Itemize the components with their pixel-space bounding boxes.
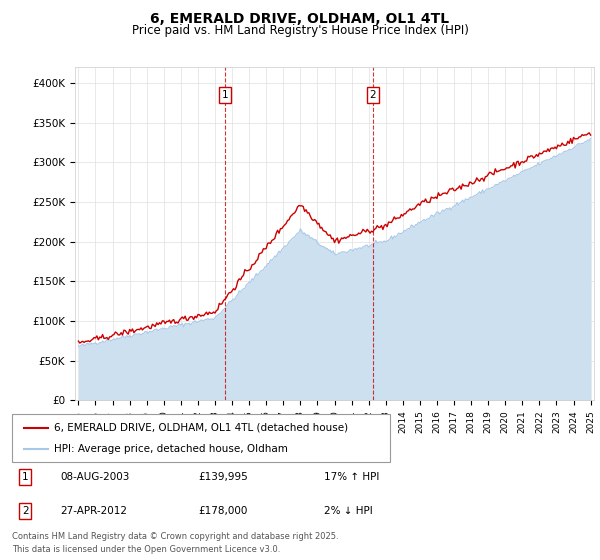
Text: 6, EMERALD DRIVE, OLDHAM, OL1 4TL: 6, EMERALD DRIVE, OLDHAM, OL1 4TL bbox=[151, 12, 449, 26]
Text: 27-APR-2012: 27-APR-2012 bbox=[60, 506, 127, 516]
Text: HPI: Average price, detached house, Oldham: HPI: Average price, detached house, Oldh… bbox=[54, 444, 288, 454]
Text: 08-AUG-2003: 08-AUG-2003 bbox=[60, 472, 130, 482]
Text: 17% ↑ HPI: 17% ↑ HPI bbox=[324, 472, 379, 482]
Text: 2% ↓ HPI: 2% ↓ HPI bbox=[324, 506, 373, 516]
Text: 6, EMERALD DRIVE, OLDHAM, OL1 4TL (detached house): 6, EMERALD DRIVE, OLDHAM, OL1 4TL (detac… bbox=[54, 423, 348, 433]
Text: Price paid vs. HM Land Registry's House Price Index (HPI): Price paid vs. HM Land Registry's House … bbox=[131, 24, 469, 36]
Text: £139,995: £139,995 bbox=[198, 472, 248, 482]
Text: 2: 2 bbox=[22, 506, 29, 516]
Text: £178,000: £178,000 bbox=[198, 506, 247, 516]
Text: 2: 2 bbox=[370, 90, 376, 100]
Text: Contains HM Land Registry data © Crown copyright and database right 2025.: Contains HM Land Registry data © Crown c… bbox=[12, 532, 338, 541]
Text: This data is licensed under the Open Government Licence v3.0.: This data is licensed under the Open Gov… bbox=[12, 545, 280, 554]
Text: 1: 1 bbox=[22, 472, 29, 482]
Text: 1: 1 bbox=[222, 90, 229, 100]
